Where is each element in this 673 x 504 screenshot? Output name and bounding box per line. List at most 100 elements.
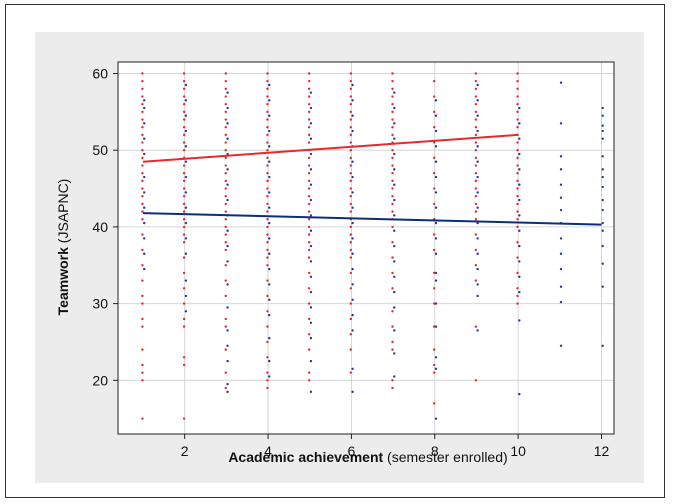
red-point [141, 363, 144, 367]
blue-point [518, 244, 521, 248]
blue-point [476, 191, 479, 194]
red-point [307, 317, 311, 321]
x-axis-title-bold: Academic achievement [228, 449, 383, 465]
blue-point [309, 168, 313, 171]
blue-point [434, 252, 438, 255]
red-point [182, 417, 186, 420]
blue-point [309, 91, 313, 94]
red-point [349, 256, 353, 259]
red-point [516, 164, 519, 167]
red-point [266, 256, 269, 259]
blue-point [226, 168, 229, 171]
red-point [266, 264, 269, 267]
red-point [266, 195, 269, 198]
red-point [224, 102, 227, 106]
red-point [182, 187, 186, 190]
blue-point [601, 114, 604, 117]
blue-point [268, 237, 271, 240]
red-point [266, 233, 269, 236]
y-tick-label: 40 [92, 219, 108, 235]
red-point [307, 179, 311, 183]
blue-point [268, 99, 271, 102]
red-point [266, 87, 269, 91]
red-point [391, 149, 394, 152]
red-point [141, 110, 144, 114]
blue-point [226, 390, 229, 394]
red-point [516, 72, 519, 75]
y-tick-label: 50 [92, 142, 108, 158]
blue-point [351, 83, 354, 87]
red-point [224, 110, 227, 114]
blue-point [393, 152, 396, 156]
blue-point [476, 237, 479, 240]
x-tick-label: 12 [594, 443, 610, 459]
blue-point [184, 279, 188, 282]
blue-point [309, 106, 313, 110]
blue-point [518, 260, 521, 263]
red-point [224, 386, 227, 390]
blue-point [393, 168, 396, 171]
blue-point [268, 375, 271, 378]
blue-point [226, 329, 229, 332]
blue-point [226, 359, 229, 363]
blue-point [309, 137, 313, 140]
blue-point [184, 99, 188, 102]
red-point [307, 348, 311, 351]
red-point [266, 202, 269, 206]
blue-point [143, 206, 146, 209]
red-point [432, 271, 436, 275]
red-point [307, 164, 311, 167]
blue-fit-line [142, 212, 602, 226]
blue-point [351, 99, 354, 102]
red-point [141, 233, 144, 236]
blue-point [434, 325, 438, 328]
blue-point [184, 160, 188, 163]
red-point [391, 386, 394, 390]
blue-point [351, 129, 354, 133]
red-point [182, 102, 186, 106]
blue-point [184, 83, 188, 87]
x-axis-title-rest: (semester enrolled) [383, 449, 508, 465]
red-point [266, 371, 269, 374]
red-point [266, 164, 269, 167]
blue-point [601, 285, 604, 288]
blue-point [143, 252, 146, 255]
red-point [391, 72, 394, 75]
blue-point [351, 237, 354, 240]
red-point [141, 156, 144, 160]
red-point [266, 279, 269, 282]
blue-point [434, 417, 438, 420]
blue-point [559, 155, 563, 158]
red-point [182, 271, 186, 275]
red-point [266, 141, 269, 144]
red-point [266, 248, 269, 252]
blue-point [393, 214, 396, 217]
red-point [307, 95, 311, 98]
red-point [391, 118, 394, 121]
red-point [349, 133, 353, 137]
blue-point [434, 279, 438, 282]
y-axis-title-bold: Teamwork [55, 247, 71, 315]
red-point [182, 241, 186, 244]
blue-point [268, 129, 271, 133]
red-point [516, 241, 519, 244]
red-point [307, 172, 311, 175]
red-point [432, 125, 436, 129]
red-point [266, 325, 269, 328]
red-point [266, 210, 269, 213]
blue-point [476, 99, 479, 102]
red-point [307, 87, 311, 91]
red-point [391, 87, 394, 91]
blue-point [601, 344, 604, 347]
red-point [182, 225, 186, 229]
red-point [182, 233, 186, 236]
blue-point [268, 191, 271, 194]
red-point [391, 210, 394, 213]
red-point [266, 72, 269, 75]
red-point [349, 110, 353, 114]
blue-point [268, 175, 271, 179]
red-point [141, 218, 144, 221]
red-point [307, 79, 311, 83]
blue-point [351, 298, 354, 301]
